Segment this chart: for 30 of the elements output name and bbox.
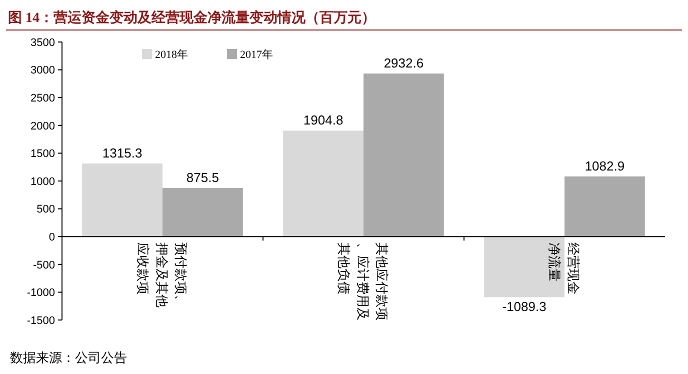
data-label: 1315.3 bbox=[102, 145, 142, 160]
bar bbox=[364, 74, 444, 237]
legend-label: 2018年 bbox=[155, 48, 188, 61]
y-tick-label: 500 bbox=[36, 204, 55, 216]
bar bbox=[283, 130, 364, 237]
y-tick-label: 3000 bbox=[30, 64, 55, 77]
bar bbox=[162, 188, 243, 237]
data-label: -1089.3 bbox=[502, 299, 546, 314]
y-tick-label: 1500 bbox=[30, 148, 55, 160]
data-label: 1904.8 bbox=[303, 112, 344, 128]
y-tick-label: -500 bbox=[32, 259, 55, 272]
bar bbox=[82, 163, 162, 237]
y-tick-label: 2500 bbox=[30, 92, 55, 104]
x-tick-label: 其他应付款项、应计费用及其他负债 bbox=[336, 242, 390, 321]
legend-label: 2017年 bbox=[240, 48, 273, 61]
bar bbox=[564, 176, 645, 237]
y-tick-label: -1500 bbox=[26, 314, 55, 327]
y-tick-label: 1000 bbox=[30, 176, 55, 188]
y-tick-label: 0 bbox=[48, 231, 55, 244]
x-tick-label: 预付款项、押金及其他应收款项 bbox=[136, 242, 188, 308]
data-label: 1082.9 bbox=[584, 158, 625, 174]
chart-title: 图 14：营运资金变动及经营现金净流量变动情况（百万元） bbox=[8, 9, 376, 26]
data-label: 875.5 bbox=[186, 170, 219, 185]
bar bbox=[484, 236, 564, 298]
x-tick-label: 经营现金净流量 bbox=[547, 242, 581, 295]
source-note: 数据来源：公司公告 bbox=[10, 350, 127, 365]
y-tick-label: -1000 bbox=[26, 287, 55, 300]
y-tick-label: 2000 bbox=[30, 120, 55, 132]
y-tick-label: 3500 bbox=[30, 36, 55, 49]
data-label: 2932.6 bbox=[384, 56, 424, 71]
